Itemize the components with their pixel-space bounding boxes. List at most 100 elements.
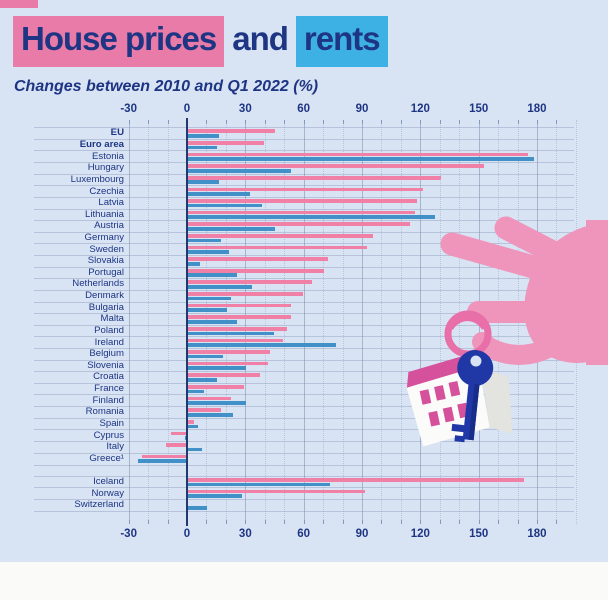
row-separator (34, 347, 574, 349)
price-bar (188, 187, 424, 192)
rent-bar (188, 505, 208, 510)
country-label: Slovenia (87, 359, 124, 371)
rent-bar (188, 482, 330, 487)
axis-tick (381, 120, 383, 124)
axis-tick (517, 120, 519, 124)
row-separator (34, 138, 574, 140)
axis-tick (128, 120, 130, 124)
row-separator (34, 406, 574, 408)
axis-tick-label-top: 90 (355, 103, 369, 115)
country-label: Romania (85, 406, 124, 418)
gridline (478, 120, 480, 524)
rent-bar (188, 250, 229, 254)
axis-tick (361, 520, 363, 524)
row-separator (34, 266, 574, 268)
bar-chart: -30 -30 0 0 30 30 60 60 90 90 120 120 150 150 180 180 EU… (0, 100, 608, 560)
rent-bar (188, 145, 218, 150)
price-bar (188, 303, 292, 308)
country-label: Cyprus (93, 429, 124, 441)
axis-tick-label-top: 180 (527, 103, 547, 115)
price-bar (188, 361, 268, 366)
country-label: Belgium (89, 348, 124, 360)
row-separator (34, 452, 574, 454)
rent-bar (138, 459, 187, 464)
price-bar (188, 257, 328, 261)
rent-bar (188, 296, 231, 301)
axis-tick (361, 120, 363, 124)
rent-bar (188, 343, 336, 347)
price-bar (188, 245, 367, 250)
row-separator (34, 196, 574, 198)
axis-tick-label-bottom: 30 (238, 528, 252, 540)
country-label: Malta (100, 313, 124, 325)
row-separator (34, 127, 574, 129)
rent-bar (188, 134, 220, 138)
axis-tick-label-bottom: 120 (410, 528, 430, 540)
row-separator (34, 371, 574, 373)
axis-tick (167, 120, 169, 124)
rent-bar (188, 308, 227, 312)
axis-tick (381, 520, 383, 524)
axis-tick (342, 520, 344, 524)
row-separator (34, 313, 574, 315)
country-label: Switzerland (74, 499, 124, 511)
row-separator (34, 255, 574, 257)
gridline (420, 120, 422, 524)
price-bar (188, 489, 365, 494)
axis-tick (225, 520, 227, 524)
country-label: Euro area (79, 139, 124, 151)
axis-tick-label-bottom: -30 (120, 528, 137, 540)
price-bar (188, 268, 325, 273)
price-bar (188, 129, 276, 134)
rent-bar (188, 157, 535, 161)
rent-bar (188, 261, 200, 266)
rent-bar (188, 203, 262, 208)
gridline (128, 120, 130, 524)
axis-tick (478, 120, 480, 124)
price-bar (188, 280, 313, 285)
rent-bar (188, 192, 251, 196)
axis-tick-label-top: -30 (120, 103, 137, 115)
price-bar (188, 326, 288, 331)
axis-tick-label-top: 30 (238, 103, 252, 115)
axis-tick (498, 520, 500, 524)
row-separator (34, 301, 574, 303)
rent-bar (188, 494, 243, 498)
price-bar (165, 443, 187, 447)
row-separator (34, 429, 574, 431)
row-separator (34, 289, 574, 291)
rent-bar (188, 424, 198, 429)
price-bar (188, 396, 231, 401)
axis-tick (556, 120, 558, 124)
axis-tick-label-bottom: 180 (527, 528, 547, 540)
axis-tick (303, 520, 305, 524)
country-label: EU (110, 127, 124, 139)
rent-bar (188, 331, 274, 336)
axis-tick (517, 520, 519, 524)
gridline (400, 120, 402, 524)
gridline (303, 120, 305, 524)
row-separator (34, 417, 574, 419)
price-bar (142, 454, 187, 459)
gridline (245, 120, 247, 524)
price-bar (188, 338, 284, 343)
axis-tick (264, 520, 266, 524)
gridline (284, 120, 286, 524)
row-separator (34, 499, 574, 501)
country-label: Latvia (98, 197, 124, 209)
price-bar (188, 210, 416, 215)
axis-tick (148, 120, 150, 124)
rent-bar (188, 366, 247, 371)
rent-bar (188, 447, 202, 452)
country-label: Germany (84, 231, 124, 243)
row-separator (34, 336, 574, 338)
axis-tick (148, 520, 150, 524)
price-bar (188, 199, 418, 203)
rent-bar (188, 319, 237, 324)
row-separator (34, 394, 574, 396)
country-label: Luxembourg (70, 173, 124, 185)
rent-bar (188, 378, 218, 382)
country-label: Italy (106, 441, 124, 453)
axis-tick (128, 520, 130, 524)
zero-axis-line (186, 118, 188, 526)
